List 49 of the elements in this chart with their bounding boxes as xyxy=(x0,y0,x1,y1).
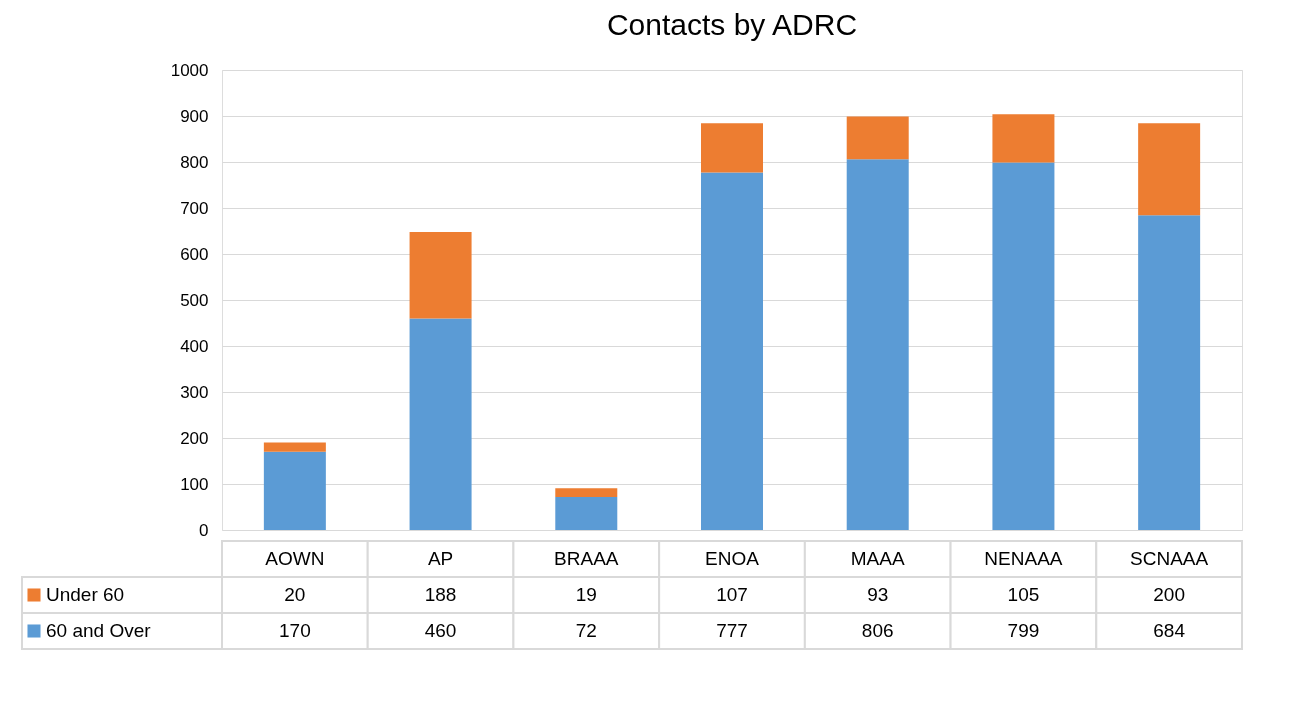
bar xyxy=(701,123,763,173)
y-tick-label: 0 xyxy=(199,520,209,540)
data-label: 93 xyxy=(867,584,889,605)
bar xyxy=(701,172,763,530)
y-tick-label: 600 xyxy=(180,244,209,264)
data-label: 19 xyxy=(575,584,597,605)
y-tick-label: 500 xyxy=(180,290,209,310)
data-label: 170 xyxy=(279,620,311,641)
y-tick-label: 300 xyxy=(180,382,209,402)
chart-title: Contacts by ADRC xyxy=(606,8,858,41)
y-tick-label: 900 xyxy=(180,106,209,126)
data-label: 107 xyxy=(716,584,748,605)
bar xyxy=(992,114,1055,163)
data-label: 105 xyxy=(1007,584,1040,605)
y-tick-label: 400 xyxy=(180,336,209,356)
x-tick-label: BRAAA xyxy=(554,548,619,569)
y-tick-label: 200 xyxy=(180,428,209,448)
bar xyxy=(1138,215,1201,530)
y-tick-label: 800 xyxy=(180,152,209,172)
legend-label: 60 and Over xyxy=(46,620,152,641)
x-tick-label: AP xyxy=(427,548,454,569)
y-tick-label: 700 xyxy=(180,198,209,218)
bar xyxy=(992,162,1055,530)
x-tick-label: NENAAA xyxy=(984,548,1063,569)
bar xyxy=(555,496,618,530)
legend-label: Under 60 xyxy=(46,584,125,605)
bar xyxy=(846,159,909,530)
x-tick-label: MAAA xyxy=(850,548,905,569)
bar xyxy=(555,488,618,497)
bar xyxy=(263,451,326,530)
bar xyxy=(409,231,472,319)
bar xyxy=(409,318,472,530)
data-label: 799 xyxy=(1007,620,1040,641)
data-label: 806 xyxy=(861,620,894,641)
x-tick-label: AOWN xyxy=(265,548,325,569)
y-tick-label: 100 xyxy=(180,474,209,494)
data-label: 200 xyxy=(1153,584,1185,605)
y-tick-label: 1000 xyxy=(170,60,209,80)
data-label: 460 xyxy=(424,620,457,641)
data-label: 72 xyxy=(575,620,597,641)
bar xyxy=(846,116,909,160)
data-label: 20 xyxy=(284,584,306,605)
bar xyxy=(263,442,326,452)
x-tick-label: SCNAAA xyxy=(1130,548,1209,569)
data-label: 684 xyxy=(1153,620,1186,641)
x-tick-label: ENOA xyxy=(705,548,760,569)
data-label: 188 xyxy=(424,584,457,605)
bar xyxy=(1138,123,1201,216)
data-label: 777 xyxy=(716,620,748,641)
